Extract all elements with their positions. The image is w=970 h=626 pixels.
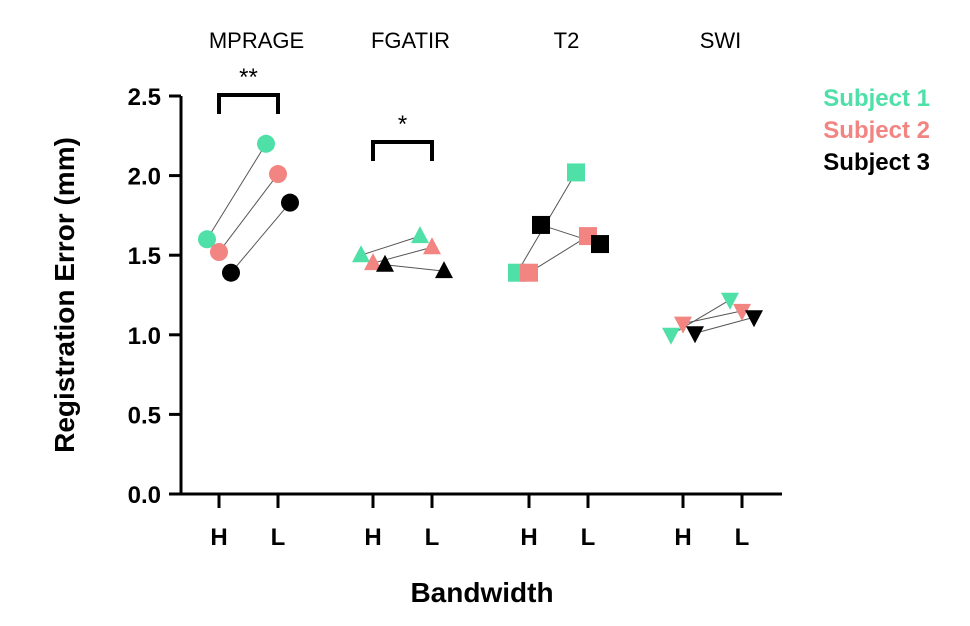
data-point <box>591 235 609 254</box>
connector-line <box>218 173 279 253</box>
group-title-fgatir: FGATIR <box>371 28 450 53</box>
legend-item-subject-1: Subject 1 <box>823 85 930 112</box>
data-point <box>269 165 287 184</box>
data-point <box>520 263 538 282</box>
data-points <box>198 134 763 345</box>
legend-item-subject-3: Subject 3 <box>823 149 930 176</box>
labels: 0.0 0.5 1.0 1.5 2.0 2.5 H L MPRAGE ** H L FGATIR * H L T… <box>49 28 749 608</box>
significance-label: ** <box>239 64 258 91</box>
axes <box>169 94 782 508</box>
data-point <box>532 215 550 234</box>
group-title-swi: SWI <box>700 28 742 53</box>
x-tick-label: H <box>674 524 691 551</box>
y-tick-label: 2.0 <box>128 164 161 191</box>
data-point <box>376 254 394 272</box>
x-tick-label: H <box>364 524 381 551</box>
y-tick-label: 0.5 <box>128 402 161 429</box>
legend-item-subject-2: Subject 2 <box>823 117 930 144</box>
x-axis-title: Bandwidth <box>410 577 553 608</box>
data-point <box>198 230 216 249</box>
data-point <box>210 243 228 262</box>
group-title-mprage: MPRAGE <box>209 28 304 53</box>
connector-line <box>230 202 291 274</box>
data-point <box>674 316 692 334</box>
x-tick-label: L <box>735 524 750 551</box>
x-tick-label: L <box>271 524 286 551</box>
data-point <box>352 245 370 263</box>
data-point <box>745 310 763 328</box>
data-point <box>257 134 275 153</box>
connector-line <box>384 264 445 272</box>
x-tick-label: L <box>425 524 440 551</box>
y-tick-label: 2.5 <box>128 84 161 111</box>
y-tick-label: 1.5 <box>128 243 161 270</box>
data-point <box>435 261 453 279</box>
y-tick-label: 1.0 <box>128 323 161 350</box>
connector-line <box>694 316 755 334</box>
connector-lines <box>206 143 755 336</box>
connector-line <box>528 235 589 274</box>
data-point <box>423 237 441 255</box>
data-point <box>721 292 739 310</box>
y-axis-title: Registration Error (mm) <box>49 137 80 453</box>
data-point <box>411 226 429 244</box>
connector-line <box>206 143 267 240</box>
connector-line <box>360 235 421 256</box>
data-point <box>567 163 585 182</box>
legend: Subject 1 Subject 2 Subject 3 <box>823 85 930 176</box>
group-title-t2: T2 <box>554 28 580 53</box>
x-tick-label: H <box>210 524 227 551</box>
significance-bracket <box>217 93 280 114</box>
data-point <box>662 327 680 345</box>
data-point <box>686 326 704 344</box>
data-point <box>222 263 240 282</box>
significance-bracket <box>371 140 434 161</box>
significance-label: * <box>398 111 407 138</box>
y-tick-label: 0.0 <box>128 482 161 509</box>
x-tick-label: L <box>581 524 596 551</box>
connector-line <box>682 310 743 325</box>
x-tick-label: H <box>520 524 537 551</box>
data-point <box>733 303 751 321</box>
data-point <box>281 193 299 212</box>
data-point <box>364 253 382 271</box>
